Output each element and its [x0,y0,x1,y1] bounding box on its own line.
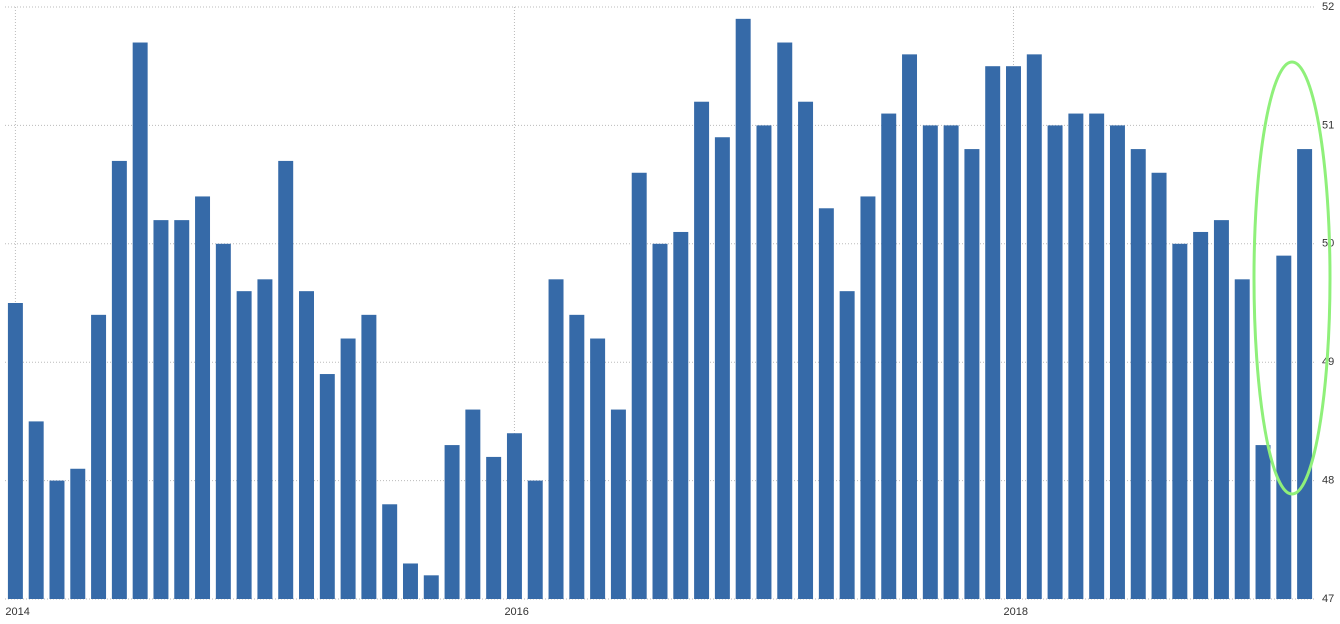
x-tick-label: 2018 [1003,606,1027,618]
bar [340,338,356,599]
bar [1151,172,1167,599]
bar [569,314,585,599]
bar [1255,445,1271,599]
bar [70,468,86,599]
bar [28,421,44,599]
bar [902,54,918,600]
bar [860,196,876,599]
bar [444,445,460,599]
bar [943,125,959,600]
bar [257,279,273,599]
bar [1234,279,1250,599]
bar [631,172,647,599]
bar [174,220,190,599]
bar [818,208,834,599]
bar [1130,149,1146,599]
bar [236,291,252,599]
bar [423,575,439,599]
bar [299,291,314,599]
bar [922,125,938,600]
bar [964,149,980,599]
y-tick-label: 52 [1322,1,1334,13]
highlight-ellipse [1252,60,1332,496]
bar [1172,243,1188,600]
bar [111,160,127,600]
bar [402,563,418,599]
bar [590,338,606,599]
bar [839,291,855,599]
bar [91,314,107,599]
bar [1193,231,1209,599]
bar [132,42,148,599]
bar [1006,66,1021,599]
bar [1026,54,1042,600]
bar [798,101,814,599]
bar [985,66,1001,599]
bar [278,160,294,600]
bar [1213,220,1229,599]
bar [714,137,730,600]
y-tick-label: 48 [1322,475,1334,487]
bar [694,101,710,599]
bar [382,504,398,599]
bar [486,456,502,599]
bar [1089,113,1105,599]
y-tick-label: 51 [1322,119,1334,131]
bar [673,231,689,599]
bar [610,409,626,599]
bar [1276,255,1292,599]
bar [195,196,211,599]
y-tick-label: 47 [1322,593,1334,605]
bar [527,480,543,599]
bar [361,314,377,599]
bar [506,433,522,599]
bar [1068,113,1084,599]
bar [1047,125,1063,600]
x-tick-label: 2014 [5,606,29,618]
bar [756,125,772,600]
bar [881,113,897,599]
bar [777,42,793,599]
bar [215,243,231,600]
bar [1109,125,1125,600]
bar [652,243,668,600]
bar [319,374,335,599]
bar [548,279,564,599]
bar [49,480,65,599]
bar [153,220,169,599]
bar [465,409,481,599]
bar [1297,149,1313,599]
x-tick-label: 2016 [504,606,528,618]
bar [735,18,751,599]
bar [7,303,23,599]
